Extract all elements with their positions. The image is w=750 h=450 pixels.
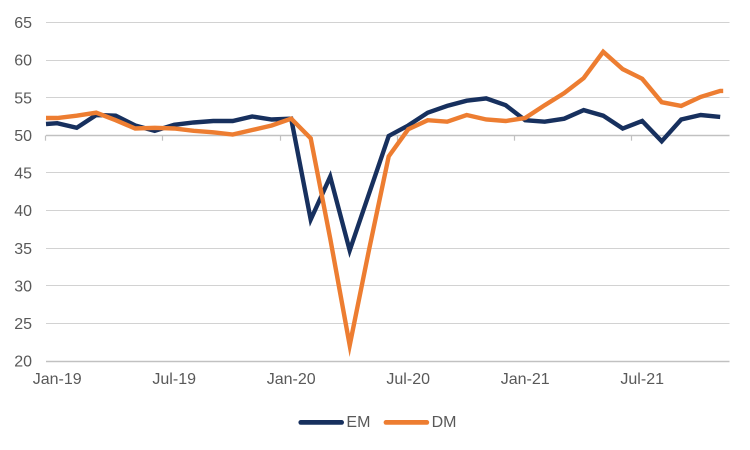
svg-text:50: 50 [14,128,32,145]
svg-text:Jul-20: Jul-20 [386,371,430,388]
svg-text:45: 45 [14,166,32,183]
svg-text:60: 60 [14,53,32,70]
svg-text:65: 65 [14,15,32,32]
svg-text:55: 55 [14,90,32,107]
svg-text:40: 40 [14,203,32,220]
svg-text:Jan-21: Jan-21 [501,371,550,388]
svg-text:Jul-19: Jul-19 [152,371,196,388]
svg-text:35: 35 [14,241,32,258]
svg-text:30: 30 [14,278,32,295]
svg-text:DM: DM [432,414,457,431]
svg-text:Jan-20: Jan-20 [267,371,316,388]
svg-text:25: 25 [14,316,32,333]
svg-text:EM: EM [346,414,370,431]
svg-text:Jul-21: Jul-21 [620,371,664,388]
svg-text:Jan-19: Jan-19 [33,371,82,388]
svg-text:20: 20 [14,354,32,371]
